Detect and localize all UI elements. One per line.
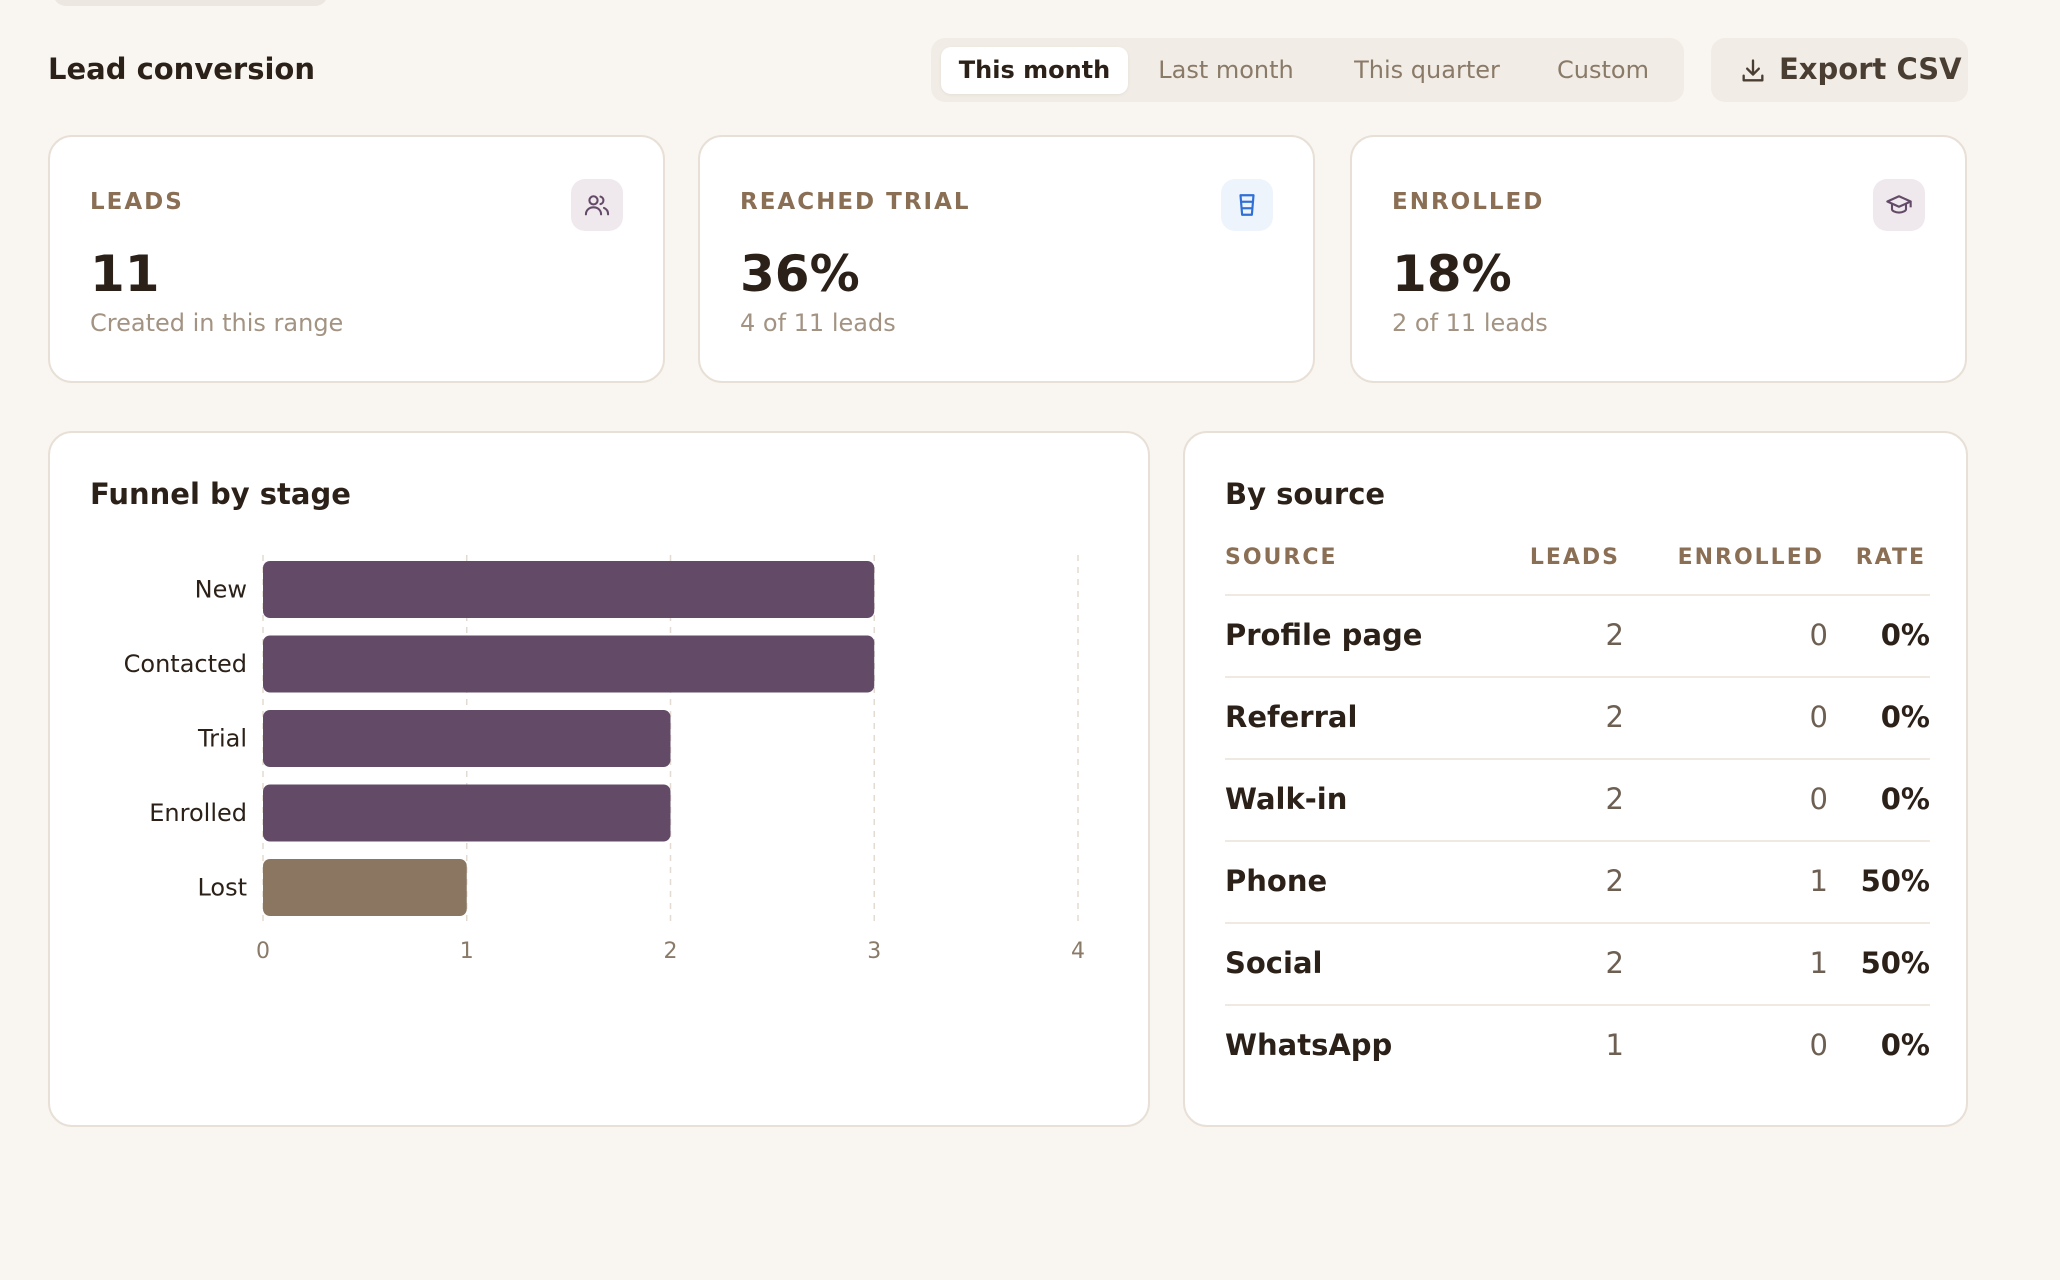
table-row: Walk-in 2 0 0% bbox=[1225, 758, 1930, 840]
row-leads: 2 bbox=[1605, 700, 1624, 734]
category-label: New bbox=[195, 576, 247, 604]
row-enrolled: 1 bbox=[1809, 946, 1828, 980]
row-source: WhatsApp bbox=[1225, 1028, 1393, 1062]
x-tick-label: 3 bbox=[867, 939, 881, 964]
table-row: WhatsApp 1 0 0% bbox=[1225, 1004, 1930, 1086]
stat-card-enrolled: ENROLLED 18% 2 of 11 leads bbox=[1350, 135, 1967, 383]
row-source: Phone bbox=[1225, 864, 1328, 898]
row-rate: 0% bbox=[1880, 700, 1930, 734]
row-enrolled: 0 bbox=[1809, 700, 1828, 734]
x-tick-label: 0 bbox=[256, 939, 270, 964]
row-source: Walk-in bbox=[1225, 782, 1348, 816]
page-title: Lead conversion bbox=[48, 52, 315, 86]
stat-subtitle: Created in this range bbox=[90, 309, 344, 337]
col-header-leads: LEADS bbox=[1529, 545, 1620, 570]
stat-value: 11 bbox=[90, 245, 160, 303]
table-row: Social 2 1 50% bbox=[1225, 922, 1930, 1004]
by-source-title: By source bbox=[1225, 477, 1386, 511]
row-source: Referral bbox=[1225, 700, 1358, 734]
export-csv-label: Export CSV bbox=[1779, 52, 1962, 86]
top-tab-stub bbox=[53, 0, 328, 6]
funnel-chart: 0 1 2 3 4 New Contacted Trial Enrolled Lost bbox=[124, 555, 1085, 964]
date-range-selector: This month Last month This quarter Custo… bbox=[931, 38, 1684, 102]
row-rate: 0% bbox=[1880, 1028, 1930, 1062]
stat-label: LEADS bbox=[90, 189, 184, 215]
users-icon bbox=[571, 179, 623, 231]
table-row: Referral 2 0 0% bbox=[1225, 676, 1930, 758]
row-enrolled: 0 bbox=[1809, 1028, 1828, 1062]
category-label: Contacted bbox=[124, 650, 247, 678]
stat-subtitle: 2 of 11 leads bbox=[1392, 309, 1548, 337]
download-icon bbox=[1742, 59, 1764, 82]
range-tab-last-month[interactable]: Last month bbox=[1158, 56, 1294, 84]
row-rate: 0% bbox=[1880, 618, 1930, 652]
stat-value: 18% bbox=[1392, 245, 1512, 303]
x-tick-label: 4 bbox=[1071, 939, 1085, 964]
by-source-panel: By source SOURCE LEADS ENROLLED RATE Pro… bbox=[1183, 431, 1968, 1127]
bar-trial bbox=[263, 710, 671, 767]
bar-enrolled bbox=[263, 784, 671, 842]
col-header-rate: RATE bbox=[1855, 545, 1926, 570]
row-source: Profile page bbox=[1225, 618, 1423, 652]
range-tab-custom[interactable]: Custom bbox=[1557, 56, 1649, 84]
bar-lost bbox=[263, 859, 467, 916]
page-header: Lead conversion This month Last month Th… bbox=[48, 38, 1968, 104]
stat-value: 36% bbox=[740, 245, 860, 303]
export-csv-button[interactable]: Export CSV bbox=[1711, 38, 1968, 102]
row-leads: 2 bbox=[1605, 864, 1624, 898]
row-rate: 0% bbox=[1880, 782, 1930, 816]
row-leads: 2 bbox=[1605, 946, 1624, 980]
graduation-cap-icon bbox=[1873, 179, 1925, 231]
funnel-title: Funnel by stage bbox=[90, 477, 351, 511]
table-row: Phone 2 1 50% bbox=[1225, 840, 1930, 922]
row-rate: 50% bbox=[1860, 864, 1930, 898]
x-tick-label: 2 bbox=[664, 939, 678, 964]
col-header-source: SOURCE bbox=[1225, 545, 1338, 570]
row-leads: 2 bbox=[1605, 782, 1624, 816]
category-label: Enrolled bbox=[149, 799, 247, 827]
category-label: Trial bbox=[197, 725, 247, 753]
bar-contacted bbox=[263, 635, 875, 693]
range-tab-this-month[interactable]: This month bbox=[941, 47, 1128, 94]
stat-label: ENROLLED bbox=[1392, 189, 1545, 215]
row-source: Social bbox=[1225, 946, 1323, 980]
bar-new bbox=[263, 561, 875, 618]
range-tab-this-quarter[interactable]: This quarter bbox=[1354, 56, 1500, 84]
row-leads: 2 bbox=[1605, 618, 1624, 652]
cup-icon bbox=[1221, 179, 1273, 231]
funnel-panel: Funnel by stage 0 1 2 3 4 New Contacted Trial En… bbox=[48, 431, 1150, 1127]
col-header-enrolled: ENROLLED bbox=[1677, 545, 1824, 570]
stat-label: REACHED TRIAL bbox=[740, 189, 971, 215]
row-enrolled: 1 bbox=[1809, 864, 1828, 898]
row-rate: 50% bbox=[1860, 946, 1930, 980]
table-row: Profile page 2 0 0% bbox=[1225, 594, 1930, 676]
category-label: Lost bbox=[197, 874, 247, 902]
stat-subtitle: 4 of 11 leads bbox=[740, 309, 896, 337]
stat-card-leads: LEADS 11 Created in this range bbox=[48, 135, 665, 383]
row-leads: 1 bbox=[1605, 1028, 1624, 1062]
stat-card-reached-trial: REACHED TRIAL 36% 4 of 11 leads bbox=[698, 135, 1315, 383]
row-enrolled: 0 bbox=[1809, 782, 1828, 816]
x-tick-label: 1 bbox=[460, 939, 474, 964]
row-enrolled: 0 bbox=[1809, 618, 1828, 652]
